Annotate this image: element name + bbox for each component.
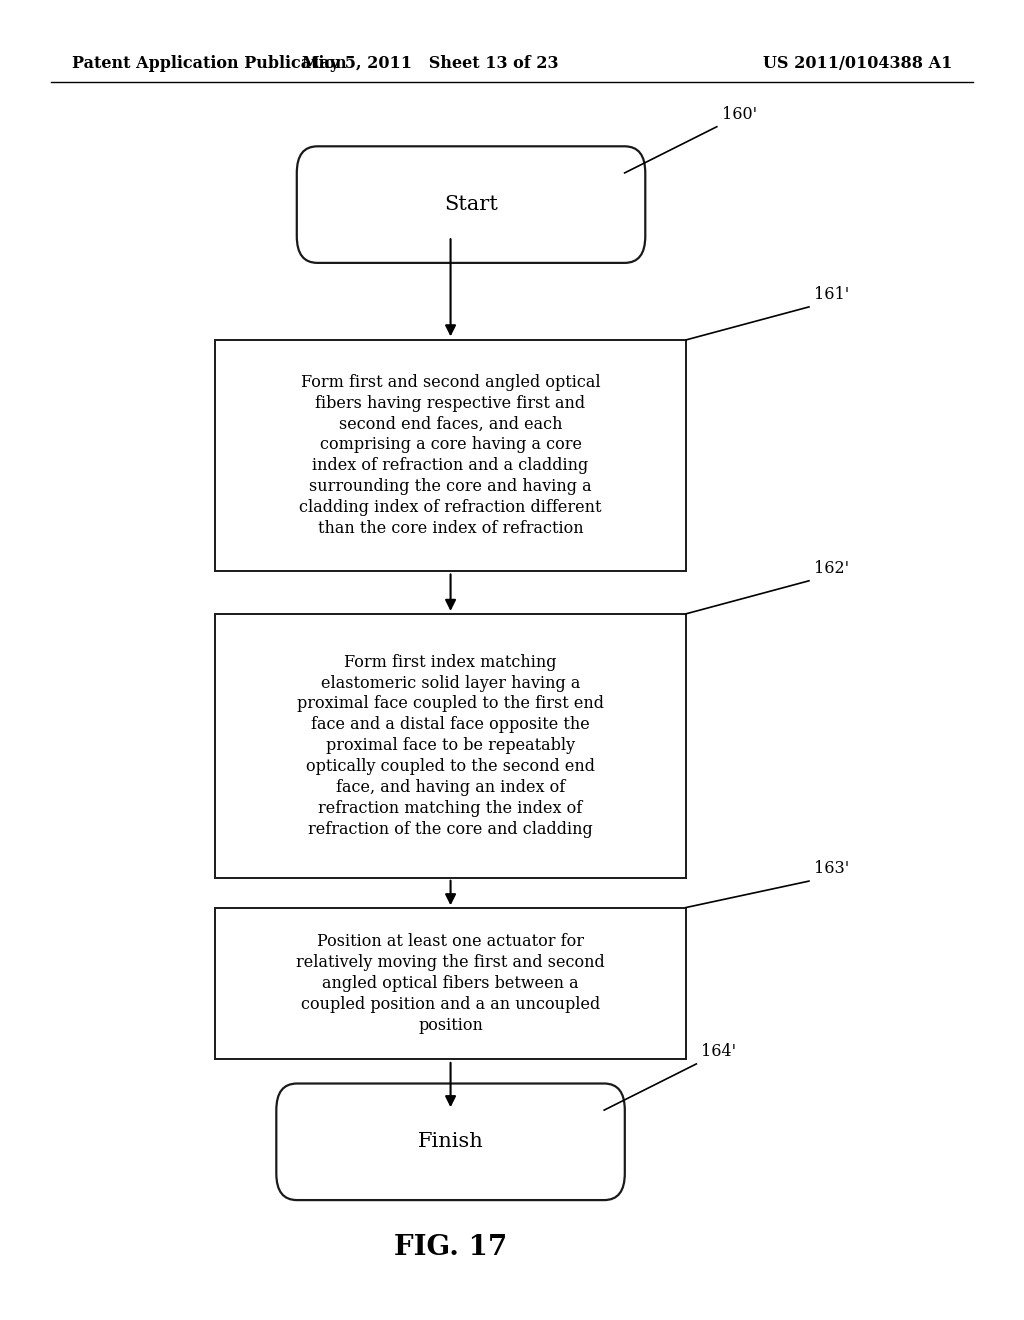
FancyBboxPatch shape: [276, 1084, 625, 1200]
Text: Finish: Finish: [418, 1133, 483, 1151]
Text: FIG. 17: FIG. 17: [394, 1234, 507, 1261]
Text: US 2011/0104388 A1: US 2011/0104388 A1: [763, 55, 952, 71]
Text: 163': 163': [814, 861, 849, 876]
Text: 162': 162': [814, 560, 849, 577]
Text: Form first index matching
elastomeric solid layer having a
proximal face coupled: Form first index matching elastomeric so…: [297, 653, 604, 838]
FancyBboxPatch shape: [297, 147, 645, 263]
Bar: [215, 341, 686, 570]
Text: 164': 164': [701, 1043, 736, 1060]
Text: May 5, 2011   Sheet 13 of 23: May 5, 2011 Sheet 13 of 23: [302, 55, 558, 71]
Text: Patent Application Publication: Patent Application Publication: [72, 55, 346, 71]
Text: Start: Start: [444, 195, 498, 214]
Text: Form first and second angled optical
fibers having respective first and
second e: Form first and second angled optical fib…: [299, 374, 602, 537]
Text: 161': 161': [814, 286, 849, 302]
Text: 160': 160': [722, 106, 757, 123]
Bar: [215, 908, 686, 1059]
Text: Position at least one actuator for
relatively moving the first and second
angled: Position at least one actuator for relat…: [296, 933, 605, 1034]
Bar: [215, 614, 686, 878]
